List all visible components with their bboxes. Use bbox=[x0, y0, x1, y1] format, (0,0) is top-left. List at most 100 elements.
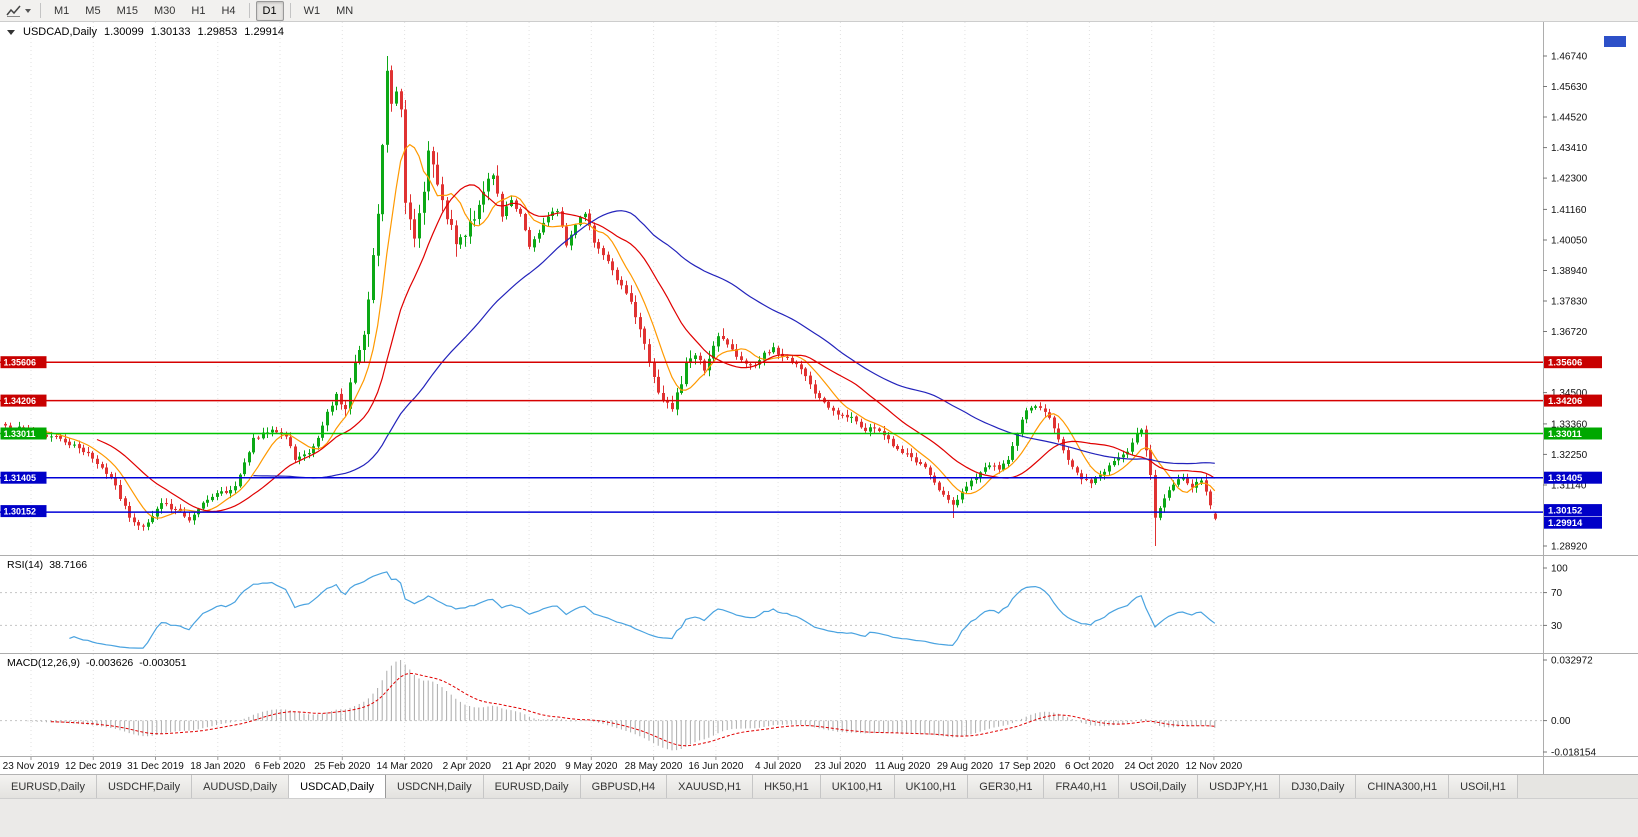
date-label: 16 Jun 2020 bbox=[688, 761, 743, 772]
toolbar-separator bbox=[248, 3, 250, 18]
tab-ger30-h1[interactable]: GER30,H1 bbox=[968, 775, 1045, 798]
price-tick-label: 1.44520 bbox=[1551, 113, 1588, 124]
chart-canvas[interactable]: 1.46740 1.45630 1.44520 1.43410 1.42300 1.411… bbox=[0, 0, 1638, 774]
ma-8-line bbox=[37, 143, 1216, 519]
tab-usdcnh-daily[interactable]: USDCNH,Daily bbox=[386, 775, 484, 798]
tab-usdjpy-h1[interactable]: USDJPY,H1 bbox=[1198, 775, 1281, 798]
svg-text:1.30152: 1.30152 bbox=[4, 507, 37, 517]
macd-histogram bbox=[27, 660, 1216, 751]
price-badge-left bbox=[0, 471, 47, 484]
svg-text:1.33011: 1.33011 bbox=[1548, 429, 1583, 440]
price-tick-label: 1.28920 bbox=[1551, 542, 1588, 553]
svg-text:1.34206: 1.34206 bbox=[1548, 396, 1582, 407]
price-badge-left bbox=[0, 505, 47, 518]
macd-scale-label: -0.018154 bbox=[1551, 748, 1596, 759]
svg-text:1.29914: 1.29914 bbox=[1548, 518, 1583, 529]
timeframe-m5-button[interactable]: M5 bbox=[85, 4, 101, 17]
tab-fra40-h1[interactable]: FRA40,H1 bbox=[1044, 775, 1119, 798]
tab-china300-h1[interactable]: CHINA300,H1 bbox=[1356, 775, 1450, 798]
date-label: 11 Aug 2020 bbox=[875, 761, 931, 772]
svg-text:1.33011: 1.33011 bbox=[4, 429, 36, 439]
rsi-current-value: 38.7166 bbox=[49, 559, 88, 571]
price-tick-label: 1.36720 bbox=[1551, 327, 1588, 338]
tab-dj30-daily[interactable]: DJ30,Daily bbox=[1280, 775, 1357, 798]
timeframe-w1-button[interactable]: W1 bbox=[303, 4, 321, 17]
price-tick-label: 1.43410 bbox=[1551, 143, 1588, 154]
tab-uk100-h1[interactable]: UK100,H1 bbox=[820, 775, 895, 798]
price-badge-left bbox=[0, 394, 47, 407]
tab-usdcad-daily[interactable]: USDCAD,Daily bbox=[289, 775, 387, 798]
ma-21-line bbox=[96, 184, 1216, 513]
tab-eurusd-daily-2[interactable]: EURUSD,Daily bbox=[483, 775, 581, 798]
date-label: 23 Jul 2020 bbox=[815, 761, 867, 772]
pane-separators bbox=[0, 22, 1638, 774]
price-tick-label: 1.38940 bbox=[1551, 266, 1588, 277]
tab-audusd-daily[interactable]: AUDUSD,Daily bbox=[192, 775, 290, 798]
chart-open-value: 1.30099 bbox=[103, 26, 144, 38]
tab-usdchf-daily[interactable]: USDCHF,Daily bbox=[96, 775, 193, 798]
svg-text:1.35606: 1.35606 bbox=[1548, 358, 1582, 369]
timeframe-m1-button[interactable]: M1 bbox=[54, 4, 70, 17]
macd-main-value: -0.003626 bbox=[85, 657, 134, 669]
tab-gbpusd-h4[interactable]: GBPUSD,H4 bbox=[580, 775, 668, 798]
svg-text:1.35606: 1.35606 bbox=[4, 358, 37, 368]
date-label: 17 Sep 2020 bbox=[999, 761, 1056, 772]
date-label: 12 Nov 2020 bbox=[1186, 761, 1243, 772]
rsi-scale-label: 100 bbox=[1551, 564, 1568, 575]
toolbar-separator bbox=[289, 3, 291, 18]
price-tick-label: 1.40050 bbox=[1551, 236, 1588, 247]
price-tick-label: 1.34500 bbox=[1551, 388, 1588, 399]
horizontal-lines bbox=[0, 361, 1543, 513]
timeframe-mn-button[interactable]: MN bbox=[336, 4, 354, 17]
timeframe-m30-button[interactable]: M30 bbox=[153, 4, 176, 17]
timeframe-h4-button[interactable]: H4 bbox=[221, 4, 236, 17]
price-scale: 1.46740 1.45630 1.44520 1.43410 1.42300 1.411… bbox=[0, 36, 1626, 759]
rsi-scale-label: 70 bbox=[1551, 588, 1563, 599]
tab-eurusd-daily[interactable]: EURUSD,Daily bbox=[0, 775, 97, 798]
price-tick-label: 1.45630 bbox=[1551, 82, 1588, 93]
date-label: 18 Jan 2020 bbox=[190, 761, 245, 772]
chart-header: USDCAD,Daily 1.30099 1.30133 1.29853 1.2… bbox=[7, 26, 284, 38]
timeframe-m15-button[interactable]: M15 bbox=[116, 4, 138, 17]
tab-uk100-h1-2[interactable]: UK100,H1 bbox=[894, 775, 969, 798]
ma-55-line bbox=[253, 210, 1215, 479]
toolbar-separator bbox=[40, 3, 41, 18]
svg-text:1.31405: 1.31405 bbox=[1548, 473, 1583, 484]
one-click-collapse-icon[interactable] bbox=[7, 29, 15, 35]
status-bar bbox=[0, 798, 1638, 837]
macd-pane bbox=[27, 660, 1216, 751]
macd-signal-line bbox=[50, 672, 1215, 747]
tab-usoil-daily[interactable]: USOil,Daily bbox=[1118, 775, 1199, 798]
date-label: 24 Oct 2020 bbox=[1124, 761, 1179, 772]
svg-text:1.30152: 1.30152 bbox=[1548, 506, 1582, 517]
date-label: 25 Feb 2020 bbox=[314, 761, 371, 772]
price-tick-label: 1.41160 bbox=[1551, 205, 1587, 216]
chart-symbol-period: USDCAD,Daily bbox=[23, 26, 97, 38]
rsi-pane bbox=[69, 571, 1216, 649]
chart-high-value: 1.30133 bbox=[150, 26, 191, 38]
dropdown-caret-icon[interactable] bbox=[25, 8, 31, 13]
tab-hk50-h1[interactable]: HK50,H1 bbox=[753, 775, 821, 798]
moving-averages bbox=[37, 143, 1216, 519]
date-label: 9 May 2020 bbox=[565, 761, 618, 772]
tab-usoil-h1[interactable]: USOil,H1 bbox=[1449, 775, 1518, 798]
scale-top-marker bbox=[1604, 36, 1626, 47]
timeframe-h1-button[interactable]: H1 bbox=[191, 4, 206, 17]
date-label: 31 Dec 2019 bbox=[127, 761, 184, 772]
candlesticks bbox=[4, 56, 1217, 546]
chart-tabbar: EURUSD,Daily USDCHF,Daily AUDUSD,Daily U… bbox=[0, 774, 1638, 798]
date-label: 2 Apr 2020 bbox=[443, 761, 492, 772]
date-label: 23 Nov 2019 bbox=[3, 761, 60, 772]
grid-lines bbox=[0, 22, 1543, 756]
chart-line-icon[interactable] bbox=[6, 4, 22, 18]
timeframe-d1-button[interactable]: D1 bbox=[255, 0, 284, 21]
date-label: 4 Jul 2020 bbox=[755, 761, 802, 772]
price-tick-label: 1.33360 bbox=[1551, 419, 1588, 430]
price-badge bbox=[1544, 516, 1602, 529]
price-badge bbox=[1544, 427, 1602, 440]
price-badge bbox=[1544, 394, 1602, 407]
tab-xauusd-h1[interactable]: XAUUSD,H1 bbox=[667, 775, 754, 798]
macd-scale-label: 0.032972 bbox=[1551, 656, 1593, 667]
price-badge-left bbox=[0, 427, 47, 440]
